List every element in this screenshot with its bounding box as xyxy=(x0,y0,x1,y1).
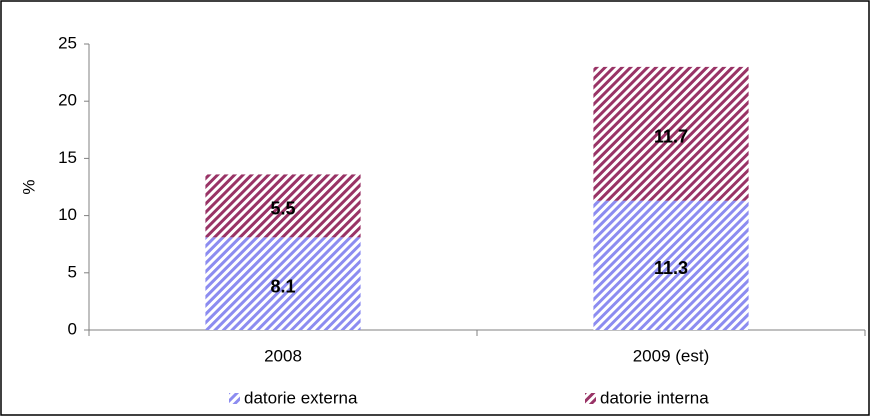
value-label: 11.7 xyxy=(654,127,688,147)
legend-swatch xyxy=(585,393,596,404)
legend-label: datorie externa xyxy=(244,388,358,407)
y-axis-label: % xyxy=(19,179,38,194)
y-tick-label: 20 xyxy=(58,91,77,110)
bar-segment xyxy=(593,200,749,330)
bar-segment xyxy=(205,174,361,238)
y-tick-label: 5 xyxy=(68,262,77,281)
legend-label: datorie interna xyxy=(600,388,709,407)
y-tick-label: 10 xyxy=(58,205,77,224)
bar-segment xyxy=(205,237,361,330)
x-tick-label: 2008 xyxy=(264,346,302,365)
x-tick-label: 2009 (est) xyxy=(633,346,710,365)
value-label: 8.1 xyxy=(270,276,295,296)
y-tick-label: 25 xyxy=(58,33,77,52)
value-label: 5.5 xyxy=(270,199,295,219)
bar-segment xyxy=(593,66,749,201)
y-tick-label: 15 xyxy=(58,148,77,167)
y-tick-label: 0 xyxy=(68,319,77,338)
value-label: 11.3 xyxy=(654,258,688,278)
legend-swatch xyxy=(229,393,240,404)
